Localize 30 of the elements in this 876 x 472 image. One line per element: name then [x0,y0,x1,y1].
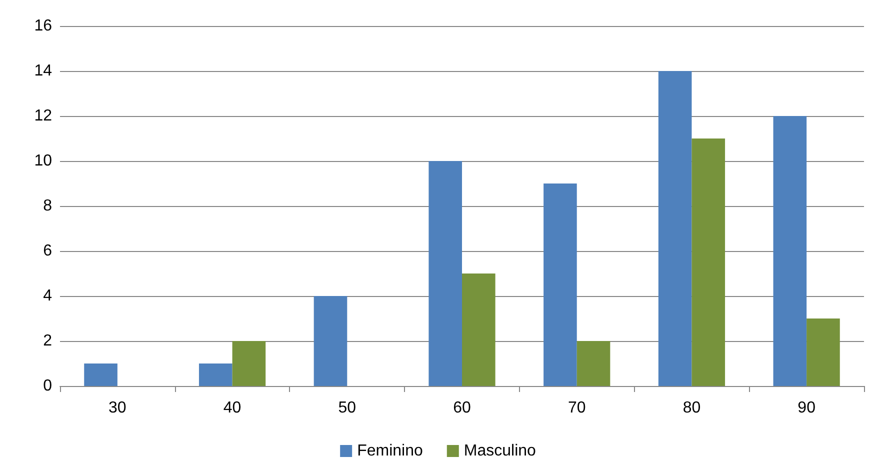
x-tick-label: 70 [568,400,586,416]
y-tick-label: 10 [34,152,52,170]
bar [806,318,840,386]
bar [428,161,462,386]
bar [773,116,807,386]
bar [576,341,610,386]
bar [84,364,118,386]
bar [198,364,232,386]
y-tick-label: 6 [43,242,52,260]
x-tick-label: 50 [338,400,356,416]
y-tick-label: 0 [43,378,52,394]
x-tick-label: 90 [798,400,816,416]
bar [544,184,577,386]
legend-label: Feminino [357,442,423,460]
x-tick-label: 60 [453,400,471,416]
bar [692,138,726,386]
y-tick-label: 2 [43,332,52,350]
y-tick-label: 12 [34,108,52,124]
bar [232,341,266,386]
bar [462,274,496,386]
y-tick-label: 14 [34,62,52,80]
bar [658,71,692,386]
y-tick-label: 4 [43,288,52,304]
x-tick-label: 40 [223,400,242,416]
x-tick-label: 80 [682,400,701,416]
bar [314,296,348,386]
legend-label: Masculino [464,442,536,460]
y-tick-label: 8 [43,198,52,214]
x-tick-label: 30 [108,400,126,416]
y-tick-label: 16 [34,18,52,34]
